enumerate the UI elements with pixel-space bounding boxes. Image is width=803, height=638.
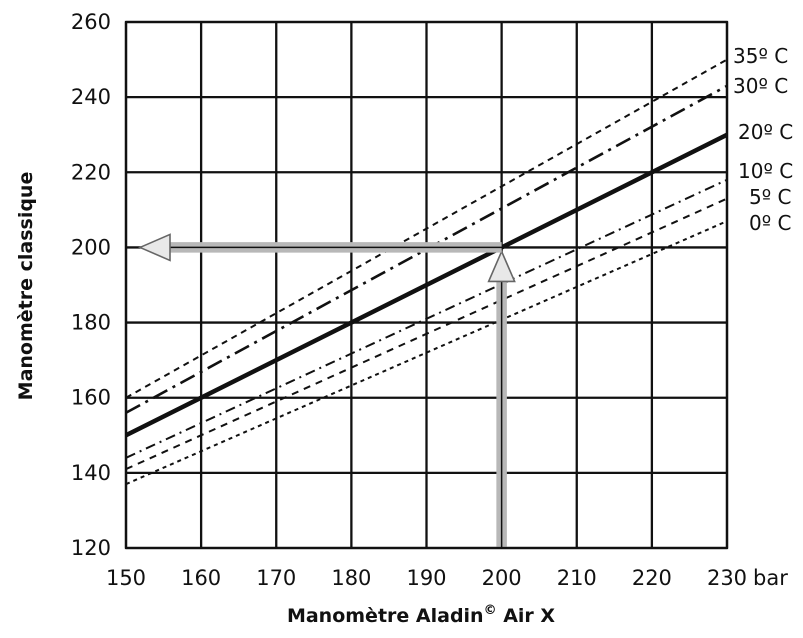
series-line: [125, 178, 728, 459]
y-tick-label: 160: [71, 386, 111, 410]
x-tick-labels: 150 160 170 180 190 200 210 220 230: [106, 566, 747, 590]
series-label: 35º C: [733, 44, 788, 68]
x-axis-title: Manomètre Aladin© Air X: [287, 603, 555, 627]
series-label: 0º C: [749, 211, 791, 235]
plot-area-border: [124, 20, 729, 550]
y-tick-label: 240: [71, 85, 111, 109]
x-tick-label: 180: [331, 566, 371, 590]
y-tick-label: 260: [71, 10, 111, 34]
x-tick-label: 190: [406, 566, 446, 590]
x-axis-title-main: Manomètre Aladin: [287, 605, 484, 627]
plot-frame: [124, 20, 729, 550]
reading-arrows: [137, 233, 516, 548]
x-tick-label: 200: [482, 566, 522, 590]
y-tick-label: 120: [71, 536, 111, 560]
y-tick-label: 200: [71, 235, 111, 259]
x-tick-label: 230: [707, 566, 747, 590]
y-tick-label: 140: [71, 461, 111, 485]
series-line: [125, 220, 728, 486]
left-arrow-head: [137, 233, 171, 262]
y-axis-title: Manomètre classique: [15, 172, 37, 401]
y-tick-label: 180: [71, 311, 111, 335]
y-tick-label: 220: [71, 160, 111, 184]
series-line: [124, 132, 729, 438]
x-tick-label: 210: [557, 566, 597, 590]
x-tick-label: 220: [632, 566, 672, 590]
series-label: 10º C: [738, 159, 793, 183]
up-arrow-head: [487, 249, 516, 283]
series-line: [125, 197, 728, 471]
series-label: 5º C: [749, 185, 791, 209]
series-line: [125, 58, 728, 399]
x-axis-unit: bar: [753, 566, 788, 590]
series-label: 30º C: [733, 74, 788, 98]
series-label: 20º C: [738, 120, 793, 144]
y-tick-labels: 120 140 160 180 200 220 240 260: [71, 10, 111, 560]
series-labels: 35º C 30º C 20º C 10º C5º C0º C: [733, 44, 793, 235]
x-axis-title-superscript: ©: [484, 603, 497, 618]
x-tick-label: 170: [256, 566, 296, 590]
x-tick-label: 150: [106, 566, 146, 590]
x-tick-label: 160: [181, 566, 221, 590]
x-axis-title-suffix: Air X: [497, 605, 556, 627]
